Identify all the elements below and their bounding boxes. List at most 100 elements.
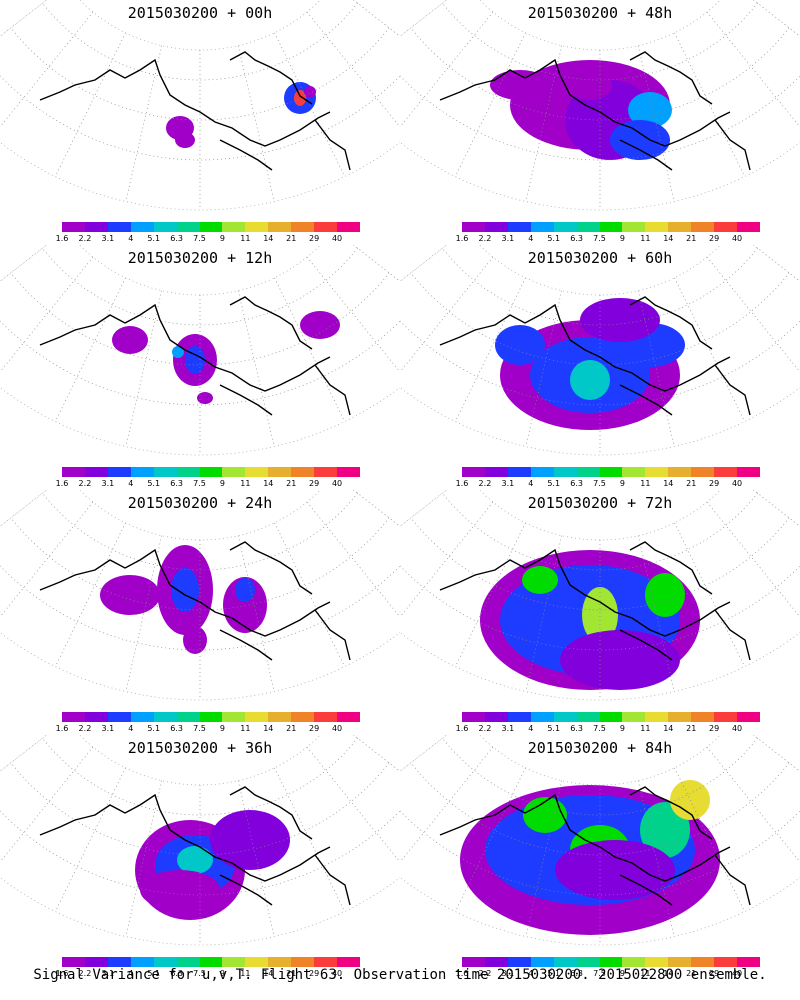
graticule-parallel	[410, 272, 790, 366]
variance-blob	[294, 90, 306, 106]
colorbar-label: 6.3	[170, 479, 183, 488]
colorbar-swatch	[714, 712, 738, 722]
colorbar-swatch	[737, 957, 760, 967]
colorbar-label: 6.3	[170, 234, 183, 243]
colorbar-swatch	[222, 467, 246, 477]
map-panel: 2015030200 + 36h 1.6 2.2 3.1 4 5.1 6.3 7.5 9 11 14…	[0, 735, 400, 980]
colorbar-label: 40	[331, 479, 343, 488]
colorbar-swatch	[737, 222, 760, 232]
graticule-meridian	[224, 245, 275, 447]
variance-blob	[185, 346, 205, 374]
colorbar-swatch	[599, 467, 623, 477]
colorbar-swatch	[462, 957, 485, 967]
colorbar-label: 9	[619, 969, 625, 978]
graticule-meridian	[268, 0, 400, 137]
colorbar-label: 29	[709, 234, 720, 243]
graticule-parallel	[10, 762, 390, 856]
colorbar-swatch	[337, 712, 360, 722]
coastline	[439, 541, 751, 661]
colorbar-label: 11	[640, 479, 651, 488]
map-panel: 2015030200 + 72h 1.6 2.2 3.1 4 5.1 6.3 7.5 9 11 14…	[400, 490, 800, 735]
colorbar-swatch	[507, 222, 531, 232]
colorbar-swatch	[668, 957, 692, 967]
colorbar-label: 14	[663, 234, 674, 243]
colorbar-swatch	[130, 222, 154, 232]
colorbar-swatch	[691, 467, 715, 477]
colorbar-label: 3.1	[501, 234, 515, 243]
colorbar-label: 5.1	[147, 969, 161, 978]
colorbar-swatch	[507, 957, 531, 967]
colorbar-label: 40	[731, 969, 743, 978]
colorbar-labels: 1.6 2.2 3.1 4 5.1 6.3 7.5 9 11 14 21 29 40	[456, 234, 760, 244]
colorbar-swatch	[645, 712, 669, 722]
colorbar-swatch	[199, 467, 223, 477]
colorbar-swatch	[107, 712, 131, 722]
colorbar-swatch	[84, 712, 108, 722]
colorbar-swatch	[107, 222, 131, 232]
graticule-meridian	[0, 0, 114, 84]
colorbar-swatch	[337, 467, 360, 477]
colorbar-swatch	[530, 467, 554, 477]
colorbar-swatch	[268, 467, 292, 477]
graticule-parallel	[0, 297, 400, 406]
colorbar-swatch	[337, 222, 360, 232]
coastline	[39, 296, 351, 416]
colorbar-label: 1.6	[55, 724, 69, 733]
variance-blob	[177, 846, 213, 874]
colorbar-swatch	[153, 222, 177, 232]
graticule-parallel	[410, 27, 790, 121]
colorbar-labels: 1.6 2.2 3.1 4 5.1 6.3 7.5 9 11 14 21 29 40	[456, 479, 760, 489]
map-panel: 2015030200 + 24h 1.6 2.2 3.1 4 5.1 6.3 7.5 9 11 14…	[0, 490, 400, 735]
graticule-meridian	[55, 0, 153, 177]
colorbar-swatch	[553, 712, 577, 722]
graticule-parallel	[42, 492, 358, 571]
graticule-parallel	[410, 517, 790, 611]
colorbar	[62, 712, 360, 722]
colorbar-swatch	[576, 467, 600, 477]
variance-blob	[183, 626, 207, 654]
graticule-meridian	[0, 245, 114, 329]
colorbar-label: 9	[619, 479, 625, 488]
colorbar-label: 14	[663, 724, 674, 733]
variance-blob	[555, 840, 675, 900]
colorbar-label: 3.1	[501, 479, 515, 488]
map-boundary	[400, 735, 800, 946]
graticule-meridian	[286, 245, 400, 329]
colorbar-label: 4	[528, 479, 534, 488]
colorbar-swatch	[314, 222, 338, 232]
colorbar-label: 3.1	[501, 969, 515, 978]
colorbar-swatch	[530, 957, 554, 967]
variance-blob	[522, 566, 558, 594]
polar-map	[0, 735, 400, 946]
variance-blob	[100, 575, 160, 615]
variance-blob	[580, 298, 660, 342]
colorbar-label: 1.6	[455, 969, 469, 978]
colorbar-label: 14	[663, 479, 674, 488]
polar-map	[0, 0, 400, 211]
colorbar-swatch	[645, 957, 669, 967]
colorbar-label: 11	[240, 724, 251, 733]
coastline	[439, 296, 751, 416]
colorbar-label: 2.2	[78, 969, 92, 978]
variance-blob	[610, 120, 670, 160]
map-panel: 2015030200 + 12h 1.6 2.2 3.1 4 5.1 6.3 7.5 9 11 14…	[0, 245, 400, 490]
map-boundary	[0, 490, 400, 701]
variance-blob	[495, 325, 545, 365]
colorbar-swatch	[199, 957, 223, 967]
colorbar-label: 11	[640, 234, 651, 243]
variance-blob	[570, 360, 610, 400]
map-boundary	[0, 0, 400, 211]
variance-blob	[140, 870, 220, 910]
colorbar-label: 2.2	[78, 234, 92, 243]
colorbar-swatch	[645, 222, 669, 232]
graticule-meridian	[668, 245, 800, 382]
graticule-meridian	[268, 490, 400, 627]
colorbar-label: 4	[128, 234, 134, 243]
colorbar-label: 2.2	[478, 234, 492, 243]
colorbar-swatch	[245, 712, 269, 722]
colorbar-swatch	[484, 957, 508, 967]
map-boundary	[400, 245, 800, 456]
colorbar-swatch	[714, 222, 738, 232]
colorbar-label: 9	[219, 969, 225, 978]
colorbar-label: 2.2	[78, 479, 92, 488]
